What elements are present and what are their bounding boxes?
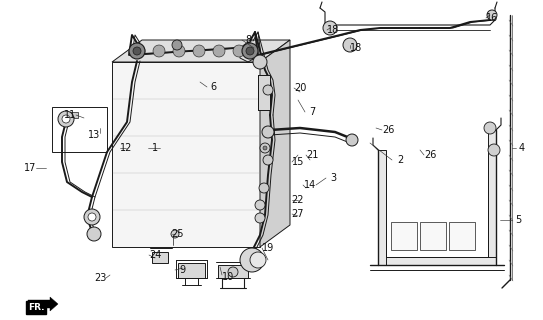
Text: 4: 4 — [519, 143, 525, 153]
Text: 16: 16 — [486, 13, 498, 23]
Bar — [391, 222, 417, 250]
Polygon shape — [112, 62, 260, 247]
Circle shape — [133, 47, 141, 55]
Polygon shape — [378, 257, 496, 265]
Text: 18: 18 — [350, 43, 362, 53]
Circle shape — [259, 183, 269, 193]
Circle shape — [240, 248, 264, 272]
Circle shape — [263, 146, 267, 150]
Polygon shape — [218, 265, 248, 278]
Circle shape — [242, 43, 258, 59]
Circle shape — [213, 45, 225, 57]
Text: 11: 11 — [64, 110, 76, 120]
Circle shape — [153, 45, 165, 57]
Text: 17: 17 — [24, 163, 36, 173]
Circle shape — [323, 21, 337, 35]
Polygon shape — [112, 40, 290, 62]
Text: 2: 2 — [397, 155, 403, 165]
Circle shape — [255, 200, 265, 210]
Text: 3: 3 — [330, 173, 336, 183]
Circle shape — [246, 47, 254, 55]
Circle shape — [263, 85, 273, 95]
Circle shape — [233, 45, 245, 57]
Polygon shape — [260, 40, 290, 247]
Circle shape — [263, 155, 273, 165]
Circle shape — [87, 227, 101, 241]
Polygon shape — [178, 263, 205, 278]
Text: 22: 22 — [292, 195, 304, 205]
Text: 10: 10 — [222, 272, 234, 282]
Circle shape — [250, 252, 266, 268]
Circle shape — [172, 40, 182, 50]
Circle shape — [228, 267, 238, 277]
Polygon shape — [488, 130, 496, 265]
Polygon shape — [28, 297, 58, 311]
Circle shape — [171, 230, 179, 238]
Bar — [52, 107, 107, 152]
Circle shape — [62, 115, 70, 123]
Text: 26: 26 — [424, 150, 436, 160]
Text: 5: 5 — [515, 215, 521, 225]
Text: 19: 19 — [262, 243, 274, 253]
Text: 24: 24 — [149, 250, 161, 260]
Text: 15: 15 — [292, 157, 304, 167]
Circle shape — [484, 122, 496, 134]
Text: 27: 27 — [292, 209, 304, 219]
Bar — [449, 222, 475, 250]
Text: 21: 21 — [306, 150, 318, 160]
Text: 20: 20 — [294, 83, 306, 93]
Circle shape — [260, 143, 270, 153]
Circle shape — [173, 45, 185, 57]
Circle shape — [84, 209, 100, 225]
Bar — [420, 222, 446, 250]
Text: 9: 9 — [179, 265, 185, 275]
Text: 13: 13 — [88, 130, 100, 140]
Circle shape — [487, 10, 497, 20]
Text: 12: 12 — [120, 143, 132, 153]
Circle shape — [58, 111, 74, 127]
Circle shape — [488, 144, 500, 156]
Circle shape — [133, 45, 145, 57]
Circle shape — [343, 38, 357, 52]
Polygon shape — [258, 75, 270, 110]
Text: 18: 18 — [327, 25, 339, 35]
Circle shape — [255, 213, 265, 223]
Circle shape — [346, 134, 358, 146]
Text: 25: 25 — [172, 229, 184, 239]
Text: 26: 26 — [382, 125, 394, 135]
Circle shape — [262, 126, 274, 138]
Text: 7: 7 — [309, 107, 315, 117]
Text: FR.: FR. — [28, 303, 45, 312]
Polygon shape — [378, 150, 386, 265]
Text: 8: 8 — [245, 35, 251, 45]
Text: 6: 6 — [210, 82, 216, 92]
Circle shape — [88, 213, 96, 221]
Bar — [62, 112, 78, 118]
Text: 14: 14 — [304, 180, 316, 190]
Text: 1: 1 — [152, 143, 158, 153]
Polygon shape — [152, 252, 168, 263]
Circle shape — [253, 55, 267, 69]
Text: 23: 23 — [94, 273, 106, 283]
Circle shape — [193, 45, 205, 57]
Circle shape — [129, 43, 145, 59]
